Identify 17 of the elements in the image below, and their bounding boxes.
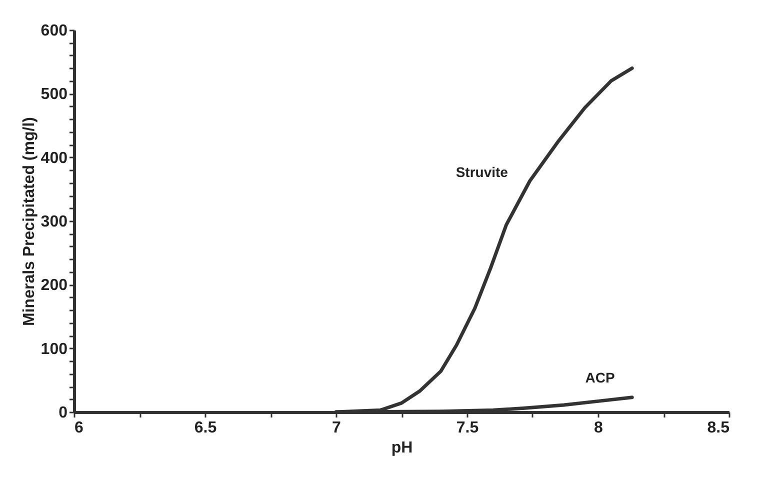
- x-axis-title: pH: [391, 440, 413, 456]
- x-tick-label: 7.5: [456, 420, 479, 436]
- x-tick-label: 7: [332, 420, 342, 436]
- y-tick-label: 0: [58, 404, 68, 422]
- y-tick-label: 500: [40, 86, 68, 104]
- x-tick-label: 8: [594, 420, 604, 436]
- series-label: ACP: [585, 369, 615, 386]
- x-tick-label: 6.5: [194, 420, 217, 436]
- y-axis-title: Minerals Precipitated (mg/l): [20, 117, 38, 326]
- x-tick-label: 6: [74, 420, 84, 436]
- y-tick-label: 600: [40, 22, 68, 40]
- y-tick-label: 100: [40, 340, 68, 358]
- y-tick-label: 300: [40, 214, 68, 230]
- series-label: Struvite: [456, 164, 508, 180]
- y-tick-label: 200: [40, 277, 68, 294]
- y-tick-label: 400: [40, 150, 68, 167]
- x-tick-label: 8.5: [707, 420, 730, 436]
